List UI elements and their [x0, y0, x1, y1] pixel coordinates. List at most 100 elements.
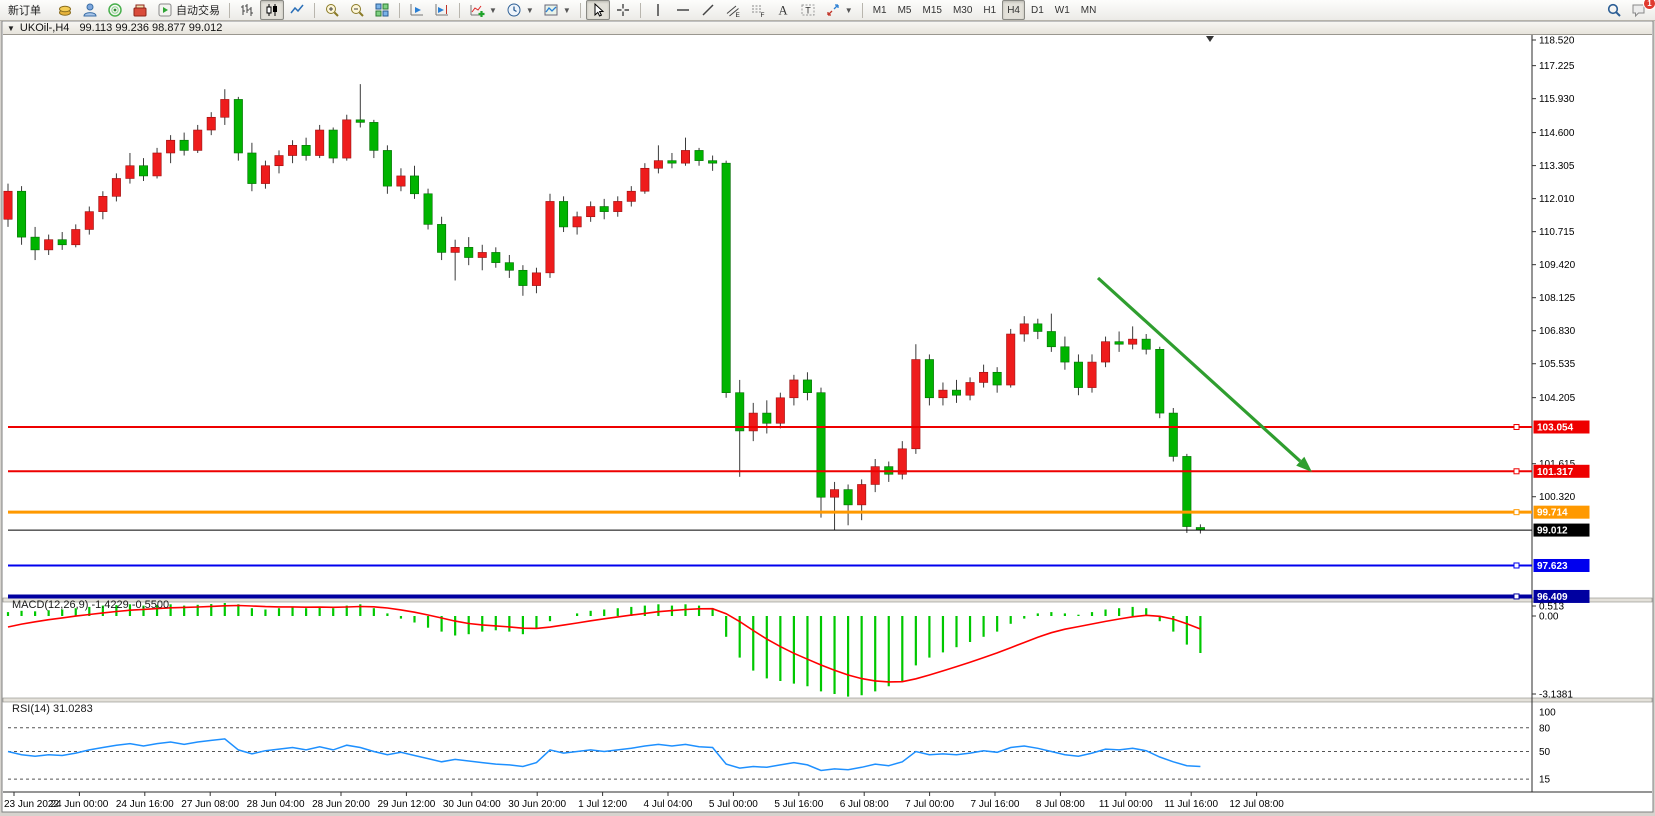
fibonacci-button[interactable]: F	[746, 0, 770, 20]
line-chart-button[interactable]	[285, 0, 309, 20]
trend-arrow[interactable]	[1096, 276, 1312, 472]
arrows-icon	[825, 2, 841, 18]
chevron-down-icon[interactable]: ▼	[562, 5, 571, 15]
auto-scroll-button[interactable]	[405, 0, 429, 20]
timeframe-button-d1[interactable]: D1	[1031, 4, 1044, 16]
svg-text:104.205: 104.205	[1539, 393, 1576, 404]
svg-text:12 Jul 08:00: 12 Jul 08:00	[1229, 799, 1284, 810]
timeframe-button-mn[interactable]: MN	[1080, 4, 1097, 16]
notifications-button[interactable]: 1	[1627, 0, 1655, 20]
timeframe-button-w1[interactable]: W1	[1054, 4, 1070, 16]
auto-trading-button[interactable]: 自动交易	[153, 0, 224, 20]
chart-shift-button[interactable]	[430, 0, 454, 20]
chart-shift-marker-icon[interactable]	[1206, 36, 1214, 42]
svg-text:115.930: 115.930	[1539, 94, 1575, 105]
add-indicator-button[interactable]: ▼	[465, 0, 501, 20]
price-axis[interactable]: 118.520 117.225 115.930 114.600 113.305 112.0…	[1532, 36, 1590, 603]
new-order-button[interactable]: 新订单	[4, 0, 45, 20]
horizontal-lines-layer[interactable]	[8, 424, 1532, 600]
timeframe-button-m5[interactable]: M5	[897, 4, 912, 16]
svg-text:110.715: 110.715	[1539, 227, 1575, 238]
crosshair-button[interactable]	[611, 0, 635, 20]
svg-text:E: E	[735, 12, 740, 18]
svg-text:30 Jun 20:00: 30 Jun 20:00	[508, 799, 566, 810]
period-button[interactable]: ▼	[502, 0, 538, 20]
navigator-icon	[107, 2, 123, 18]
svg-text:7 Jul 00:00: 7 Jul 00:00	[905, 799, 954, 810]
timeframe-button-h4[interactable]: H4	[1002, 0, 1025, 20]
svg-text:-3.1381: -3.1381	[1539, 690, 1573, 701]
candlestick-button[interactable]	[260, 0, 284, 20]
candles-layer[interactable]	[3, 84, 1205, 534]
svg-text:118.520: 118.520	[1539, 36, 1575, 47]
chevron-down-icon[interactable]: ▼	[844, 5, 853, 15]
toolbar-separator	[861, 2, 863, 18]
chart-title-bar[interactable]: ▼ UKOil-,H4 99.113 99.236 98.877 99.012	[3, 22, 1652, 35]
terminal-icon	[132, 2, 148, 18]
svg-text:5 Jul 16:00: 5 Jul 16:00	[774, 799, 823, 810]
text-icon: A	[775, 2, 791, 18]
svg-text:117.225: 117.225	[1539, 61, 1575, 72]
equidistant-channel-button[interactable]: E	[721, 0, 745, 20]
svg-text:99.012: 99.012	[1537, 526, 1568, 537]
add-indicator-icon	[469, 2, 485, 18]
chart-dropdown-icon[interactable]: ▼	[7, 23, 15, 33]
text-label-icon: T	[800, 2, 816, 18]
vertical-line-button[interactable]	[646, 0, 670, 20]
horizontal-line-button[interactable]	[671, 0, 695, 20]
timeframe-button-m1[interactable]: M1	[872, 4, 887, 16]
search-icon	[1606, 2, 1622, 18]
terminal-button[interactable]	[128, 0, 152, 20]
tile-windows-button[interactable]	[370, 0, 394, 20]
timeframe-button-m30[interactable]: M30	[952, 4, 973, 16]
svg-text:29 Jun 12:00: 29 Jun 12:00	[377, 799, 435, 810]
line-chart-icon	[289, 2, 305, 18]
chart-window	[1, 20, 1654, 813]
market-watch-icon	[57, 2, 73, 18]
auto-scroll-icon	[409, 2, 425, 18]
bar-chart-icon	[239, 2, 255, 18]
chevron-down-icon[interactable]: ▼	[525, 5, 534, 15]
tile-windows-icon	[374, 2, 390, 18]
zoom-in-button[interactable]	[320, 0, 344, 20]
new-order-button-label: 新订单	[8, 5, 41, 17]
svg-text:100.320: 100.320	[1539, 492, 1576, 503]
text-button[interactable]: A	[771, 0, 795, 20]
data-window-icon	[82, 2, 98, 18]
svg-text:F: F	[760, 12, 764, 18]
trendline-button[interactable]	[696, 0, 720, 20]
svg-text:23 Jun 2022: 23 Jun 2022	[4, 799, 59, 810]
timeframe-button-m15[interactable]: M15	[922, 4, 942, 16]
chevron-down-icon[interactable]: ▼	[489, 5, 497, 15]
svg-text:1 Jul 12:00: 1 Jul 12:00	[578, 799, 627, 810]
arrows-button[interactable]: ▼	[821, 0, 857, 20]
navigator-button[interactable]	[103, 0, 127, 20]
data-window-button[interactable]	[78, 0, 102, 20]
search-button[interactable]	[1602, 0, 1626, 20]
svg-text:109.420: 109.420	[1539, 260, 1576, 271]
rsi-pane[interactable]: 100 80 50 15	[7, 708, 1556, 786]
text-label-button[interactable]: T	[796, 0, 820, 20]
zoom-out-button[interactable]	[345, 0, 369, 20]
chart-ohlc-values: 99.113 99.236 98.877 99.012	[79, 22, 223, 34]
timeframe-button-h1[interactable]: H1	[983, 4, 997, 16]
bar-chart-button[interactable]	[235, 0, 259, 20]
toolbar-separator	[579, 2, 581, 18]
template-button[interactable]: ▼	[539, 0, 575, 20]
svg-text:T: T	[805, 6, 811, 16]
svg-text:0.513: 0.513	[1539, 602, 1564, 613]
crosshair-icon	[615, 2, 631, 18]
svg-text:101.615: 101.615	[1539, 459, 1576, 470]
svg-text:4 Jul 04:00: 4 Jul 04:00	[644, 799, 693, 810]
svg-text:27 Jun 08:00: 27 Jun 08:00	[181, 799, 239, 810]
fibonacci-icon: F	[750, 2, 766, 18]
notification-count-badge: 1	[1643, 0, 1655, 10]
toolbar-separator	[314, 2, 315, 18]
market-watch-button[interactable]	[53, 0, 77, 20]
svg-text:5 Jul 00:00: 5 Jul 00:00	[709, 799, 758, 810]
cursor-button[interactable]	[585, 0, 610, 20]
trendline-icon	[700, 2, 716, 18]
